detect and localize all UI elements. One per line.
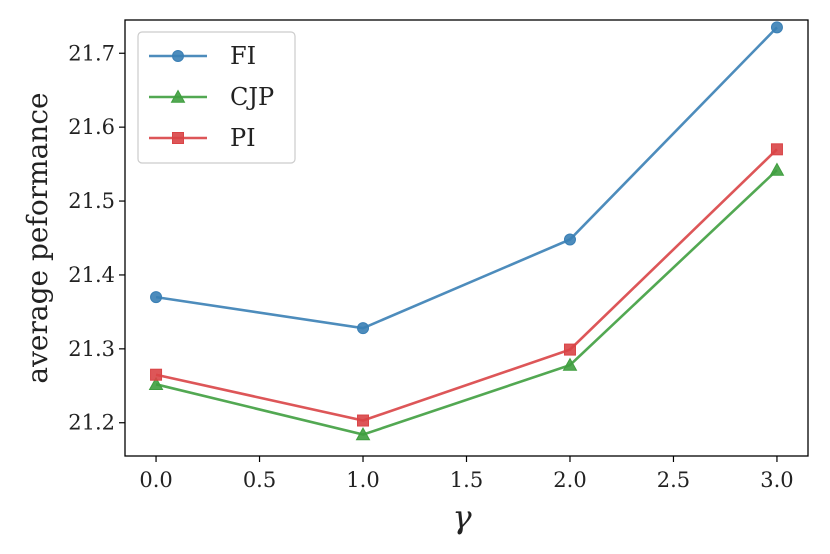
data-point-pi [563,343,576,356]
data-point-cjp [148,376,164,391]
y-tick-label: 21.4 [68,263,115,287]
data-point-pi [770,143,783,156]
series-layer [148,21,785,441]
y-tick-label: 21.6 [68,115,115,139]
x-tick-label: 3.0 [760,468,793,492]
legend: FI CJP PI [137,31,296,164]
x-tick-label: 1.0 [346,468,379,492]
series-pi [150,143,783,427]
data-point-fi [563,233,576,246]
data-point-fi [770,21,783,34]
data-point-fi [357,322,370,335]
data-point-cjp [355,427,371,441]
x-axis-label: γ [452,498,472,536]
data-point-cjp [562,357,578,371]
data-point-pi [150,368,163,381]
data-point-cjp [769,162,785,176]
legend-box [137,31,296,164]
legend-label: CJP [230,83,274,111]
y-axis-label: average peformance [21,92,54,383]
series-line-pi [155,148,778,422]
legend-entry: FI [149,42,256,70]
data-point-fi [150,291,163,304]
legend-label: FI [230,42,256,70]
legend-entry: PI [149,124,256,152]
y-tick-label: 21.7 [68,41,115,65]
x-axis: 0.0 0.5 1.0 1.5 2.0 2.5 3.0 [139,456,794,492]
data-point-pi [357,414,370,427]
y-tick-label: 21.2 [68,411,115,435]
legend-marker [172,50,184,62]
legend-marker [172,132,184,144]
series-fi [150,21,783,335]
y-tick-label: 21.5 [68,189,115,213]
x-tick-label: 0.5 [243,468,276,492]
x-tick-label: 0.0 [139,468,172,492]
legend-entry: CJP [149,83,274,111]
x-tick-label: 2.5 [657,468,690,492]
x-tick-label: 2.0 [553,468,586,492]
legend-label: PI [230,124,256,152]
x-tick-label: 1.5 [450,468,483,492]
series-cjp [148,162,785,441]
y-axis: 21.2 21.3 21.4 21.5 21.6 21.7 [68,41,125,435]
y-tick-label: 21.3 [68,337,115,361]
series-line-cjp [155,169,778,436]
legend-marker [170,89,186,103]
series-line-fi [155,26,778,330]
